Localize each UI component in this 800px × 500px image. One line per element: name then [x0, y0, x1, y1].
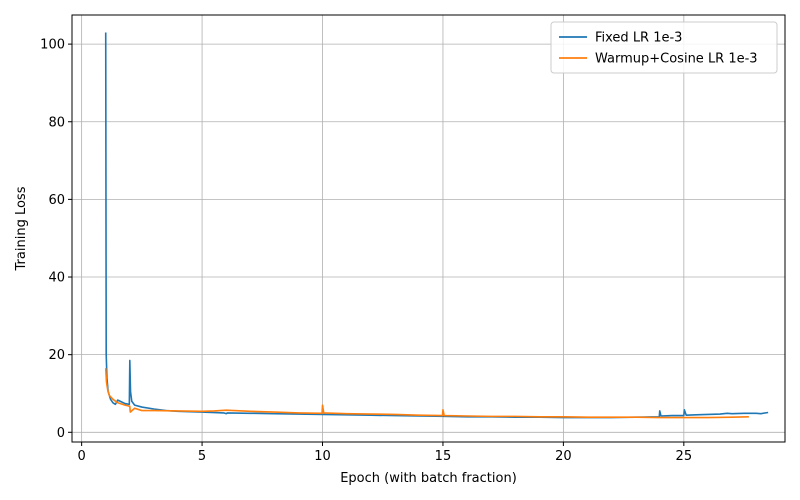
y-tick-label: 100: [40, 38, 65, 53]
series-line-fixed-lr: [104, 32, 769, 419]
legend-label-warmup-cosine: Warmup+Cosine LR 1e-3: [595, 52, 758, 67]
series-lines: [104, 32, 769, 419]
y-tick-label: 60: [48, 193, 65, 208]
x-axis-label: Epoch (with batch fraction): [340, 471, 517, 486]
x-tick-label: 15: [435, 449, 452, 464]
y-tick-label: 20: [48, 348, 65, 363]
x-tick-label: 25: [676, 449, 693, 464]
legend-label-fixed-lr: Fixed LR 1e-3: [595, 31, 682, 46]
y-tick-label: 40: [48, 271, 65, 286]
y-tick-label: 0: [57, 426, 65, 441]
y-axis-ticks: 0 20 40 60 80 100: [40, 38, 72, 441]
x-axis-ticks: 0 5 10 15 20 25: [77, 442, 692, 464]
y-axis-label: Training Loss: [14, 186, 29, 271]
legend: Fixed LR 1e-3 Warmup+Cosine LR 1e-3: [550, 21, 778, 74]
legend-box: [550, 21, 778, 74]
x-tick-label: 5: [198, 449, 206, 464]
x-tick-label: 20: [555, 449, 572, 464]
x-tick-label: 10: [314, 449, 331, 464]
grid: [72, 15, 785, 442]
y-tick-label: 80: [48, 115, 65, 130]
plot-frame: [71, 14, 786, 443]
series-line-warmup-cosine: [104, 368, 749, 419]
x-tick-label: 0: [77, 449, 85, 464]
